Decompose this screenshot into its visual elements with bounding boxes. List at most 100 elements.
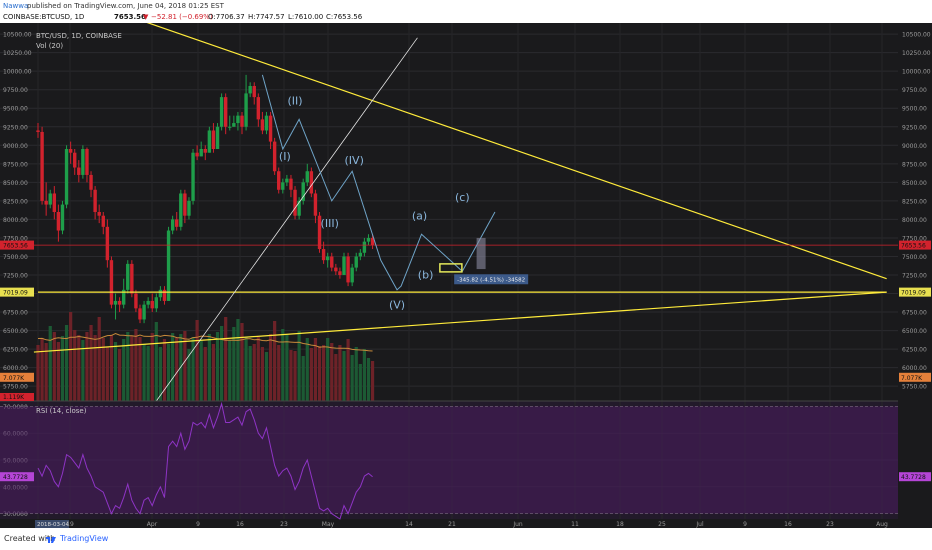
price-tick-right: 5750.00 — [902, 384, 927, 391]
x-tick-label: 25 — [658, 521, 666, 528]
candle-body — [370, 237, 375, 246]
price-tick-left: 6500.00 — [3, 328, 28, 335]
price-tick-left: 6000.00 — [3, 365, 28, 372]
candle-body — [293, 189, 297, 216]
volume-bar — [40, 338, 44, 401]
volume-bar — [162, 339, 167, 401]
candle-body — [199, 149, 203, 157]
x-tick-label: 9 — [743, 521, 747, 528]
candle-body — [358, 252, 363, 257]
x-tick-label: 16 — [236, 521, 244, 528]
candle-body — [362, 241, 367, 253]
candle-body — [117, 300, 122, 305]
candle-body — [195, 152, 199, 157]
candle-body — [85, 149, 89, 175]
candle-body — [346, 256, 350, 283]
down-arrow-icon: ▼ — [143, 13, 149, 21]
volume-bar — [240, 323, 244, 401]
price-tick-left: 10000.00 — [3, 69, 32, 76]
current-price-badge-left: 7653.56 — [3, 243, 28, 250]
volume-ma-line — [37, 332, 373, 352]
volume-bar — [85, 332, 89, 401]
chart-area: -345.82 (-4.51%) -34582 (I) (II) (III) (IV) (… — [0, 23, 932, 528]
candle-body — [342, 256, 346, 275]
author-link[interactable]: Nawwa — [3, 2, 29, 10]
wave-label: (III) — [321, 217, 339, 230]
candle-body — [187, 200, 191, 216]
candle-body — [40, 131, 44, 201]
candle-body — [207, 130, 212, 153]
volume-bar — [326, 338, 330, 401]
volume-bar — [150, 333, 154, 401]
volume-bar — [322, 345, 326, 401]
volume-bar — [142, 344, 146, 401]
candle-body — [56, 212, 61, 231]
volume-bar — [215, 332, 220, 401]
candle-body — [211, 130, 216, 149]
candle-body — [121, 289, 126, 305]
price-tick-left: 7750.00 — [3, 235, 28, 242]
volume-bar — [154, 322, 158, 401]
x-tick-label: Aug — [876, 521, 888, 528]
tradingview-logo-icon — [46, 537, 56, 543]
volume-bar — [126, 332, 130, 401]
volume-bar — [362, 349, 366, 401]
projection-box — [476, 237, 486, 270]
candle-body — [223, 97, 228, 127]
price-tick-right: 10250.00 — [902, 50, 931, 57]
candle-body — [89, 174, 93, 190]
x-tick-label: 9 — [196, 521, 200, 528]
volume-bar — [64, 325, 69, 401]
volume-bar — [273, 321, 277, 401]
volume-bar — [264, 352, 269, 401]
volume-bar — [134, 329, 138, 401]
current-price-badge-right: 7653.56 — [901, 243, 926, 250]
price-tick-right: 9000.00 — [902, 143, 927, 150]
axes: 10500.00 10500.00 10250.00 10250.00 10000.00… — [0, 23, 932, 528]
rsi-badge-left-bg — [0, 472, 34, 482]
wave-label: (c) — [455, 191, 470, 204]
price-tick-right: 7750.00 — [902, 235, 927, 242]
rsi-indicator-label: RSI (14, close) — [36, 407, 87, 415]
price-change: −52.81 (−0.69%) — [151, 13, 213, 21]
price-tick-right: 8000.00 — [902, 217, 927, 224]
volume-bar — [195, 320, 199, 401]
volume-bar — [183, 331, 187, 401]
price-tick-right: 6500.00 — [902, 328, 927, 335]
candle-body — [313, 193, 318, 216]
wave-label: (I) — [279, 150, 291, 163]
volume-bar — [207, 334, 211, 401]
price-tick-left: 9000.00 — [3, 143, 28, 150]
candle-body — [289, 178, 293, 190]
x-tick-label: 14 — [405, 521, 413, 528]
candle-body — [256, 97, 261, 120]
last-price: 7653.56 — [114, 13, 146, 21]
candle-body — [158, 289, 163, 298]
volume-bar — [236, 319, 240, 401]
price-tick-left: 8000.00 — [3, 217, 28, 224]
volume-bar — [354, 347, 358, 401]
level-badge-right-bg — [899, 287, 931, 297]
candle-body — [68, 149, 73, 153]
volume-bar — [330, 343, 334, 401]
price-tick-left: 8750.00 — [3, 161, 28, 168]
published-text: published on TradingView.com, June 04, 2… — [27, 2, 224, 10]
volume-bar — [281, 329, 285, 401]
price-tick-right: 6250.00 — [902, 347, 927, 354]
candle-body — [219, 97, 224, 127]
candle-body — [109, 260, 114, 305]
symbol-text: COINBASE:BTCUSD, 1D — [3, 13, 85, 21]
price-tick-right: 7500.00 — [902, 254, 927, 261]
tradingview-link[interactable]: TradingView — [60, 534, 109, 543]
price-tick-left: 9250.00 — [3, 124, 28, 131]
candlestick-chart[interactable]: -345.82 (-4.51%) -34582 (I) (II) (III) (IV) (… — [0, 23, 932, 528]
candle-body — [113, 300, 118, 305]
volume-bar — [260, 347, 264, 401]
candle-body — [252, 86, 256, 98]
volume-bar — [293, 351, 297, 401]
chart-title: BTC/USD, 1D, COINBASE — [36, 32, 122, 40]
price-tick-right: 6000.00 — [902, 365, 927, 372]
trendline-steep-support — [155, 37, 418, 401]
candle-body — [232, 123, 236, 127]
volume-bar — [77, 335, 81, 401]
